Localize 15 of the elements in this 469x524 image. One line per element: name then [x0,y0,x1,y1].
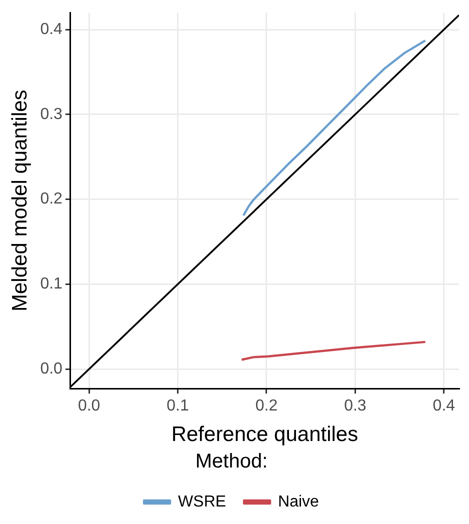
y-tick-label: 0.4 [40,20,63,38]
legend-label: WSRE [178,493,226,510]
y-tick-label: 0.1 [40,276,63,293]
legend-title: Method: [195,450,268,473]
y-tick-label: 0.3 [40,106,63,123]
x-tick-label: 0.2 [255,398,278,415]
y-tick-label: 0.0 [40,360,63,378]
x-axis-title: Reference quantiles [171,423,358,446]
x-tick-label: 0.3 [344,398,366,415]
legend-label: Naive [278,493,320,510]
y-axis-title: Melded model quantiles [8,90,32,312]
x-tick-label: 0.4 [432,398,456,415]
y-tick-label: 0.2 [40,190,63,208]
x-tick-label: 0.1 [166,398,189,415]
x-tick-label: 0.0 [78,398,100,415]
